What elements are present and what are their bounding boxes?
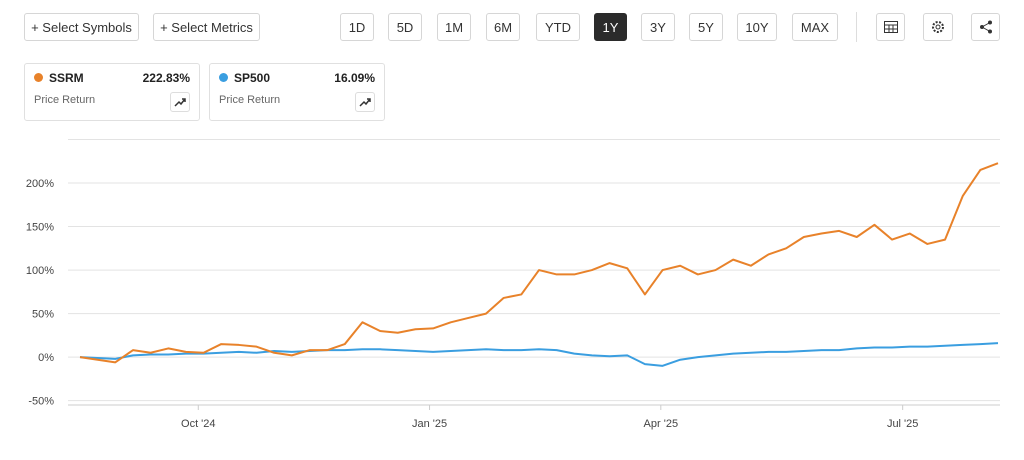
y-tick-label: 100% — [26, 265, 54, 277]
x-tick-label: Jan '25 — [412, 418, 447, 430]
range-button[interactable]: 5D — [388, 13, 422, 41]
share-button[interactable] — [971, 13, 1000, 41]
metric: Price Return — [219, 94, 281, 106]
range-button[interactable]: 1D — [340, 13, 374, 41]
range-button[interactable]: 1Y — [594, 13, 627, 41]
gear-icon — [932, 21, 944, 33]
return-value: 222.83% — [142, 71, 190, 85]
return-value: 16.09% — [334, 71, 375, 85]
range-button[interactable]: 1M — [437, 13, 471, 41]
range-button[interactable]: 5Y — [689, 13, 723, 41]
series-line — [79, 162, 999, 364]
settings-button[interactable] — [923, 13, 953, 41]
x-tick-label: Apr '25 — [644, 418, 679, 430]
share-icon — [979, 20, 992, 34]
select-button[interactable]: + Select Metrics — [153, 13, 260, 41]
legend-dot — [34, 73, 43, 82]
symbol: SSRM — [49, 71, 84, 85]
range-button[interactable]: 10Y — [737, 13, 777, 41]
table-button[interactable] — [876, 13, 905, 41]
range-button[interactable]: YTD — [536, 13, 580, 41]
range-button[interactable]: 3Y — [641, 13, 675, 41]
y-tick-label: -50% — [28, 396, 54, 408]
chart-type-button[interactable] — [170, 92, 190, 112]
y-tick-label: 50% — [32, 309, 54, 321]
x-tick-label: Oct '24 — [181, 418, 216, 430]
trend-icon — [359, 98, 371, 107]
y-tick-label: 0% — [38, 352, 54, 364]
symbol-card[interactable]: SSRM 222.83% Price Return — [24, 63, 200, 121]
metric: Price Return — [34, 94, 96, 106]
table-icon — [883, 21, 898, 33]
series-line — [79, 342, 999, 367]
range-button[interactable]: 6M — [486, 13, 520, 41]
legend-dot — [219, 73, 228, 82]
symbol: SP500 — [234, 71, 271, 85]
y-tick-label: 150% — [26, 222, 54, 234]
x-tick-label: Jul '25 — [887, 418, 918, 430]
range-button[interactable]: MAX — [792, 13, 838, 41]
chart-type-button[interactable] — [355, 92, 375, 112]
trend-icon — [174, 98, 186, 107]
select-button[interactable]: + Select Symbols — [24, 13, 139, 41]
separator — [856, 12, 857, 42]
y-tick-label: 200% — [26, 178, 54, 190]
symbol-card[interactable]: SP500 16.09% Price Return — [209, 63, 385, 121]
